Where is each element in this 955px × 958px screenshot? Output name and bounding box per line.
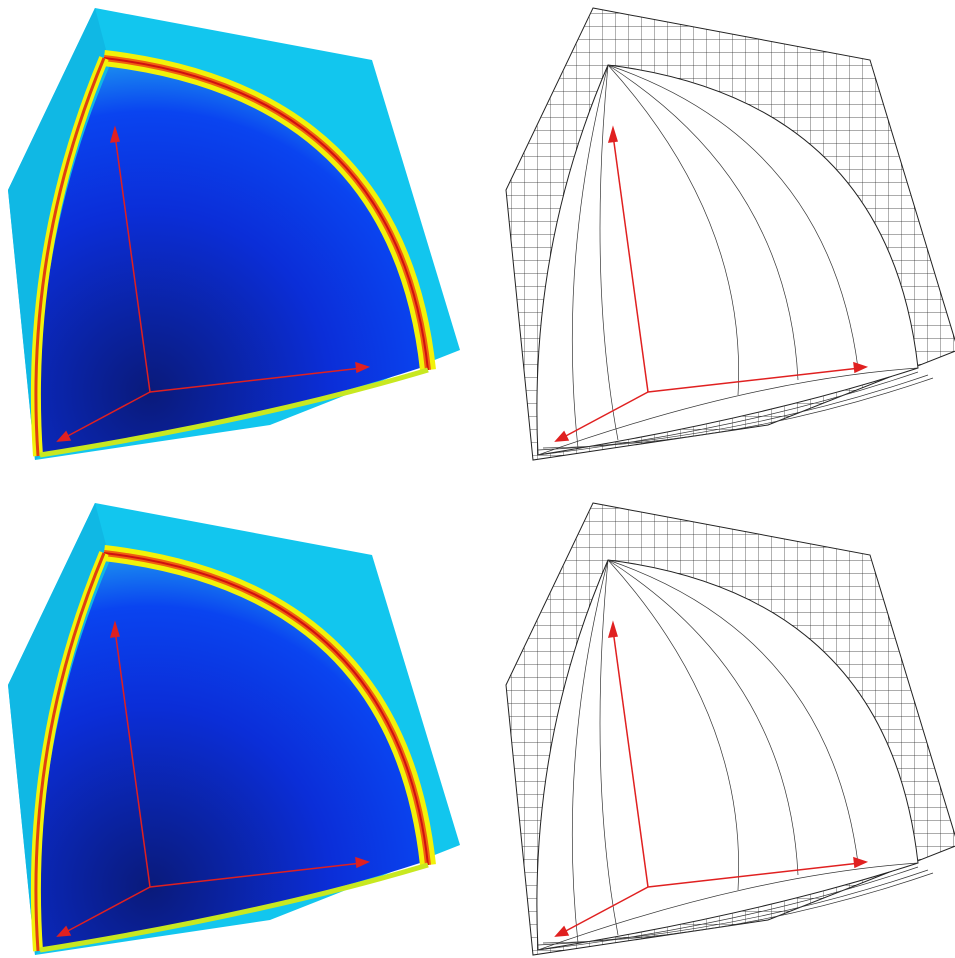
color-cube	[8, 8, 460, 460]
panel-bottom-left	[8, 503, 460, 955]
figure	[0, 0, 955, 958]
color-cube	[8, 503, 460, 955]
panel-top-right	[498, 0, 955, 470]
page: (() => { const data = JSON.parse(documen…	[0, 0, 955, 958]
panel-top-left	[8, 8, 460, 460]
panel-bottom-right	[498, 495, 955, 958]
mesh-cube	[498, 495, 955, 958]
mesh-cube	[498, 0, 955, 470]
